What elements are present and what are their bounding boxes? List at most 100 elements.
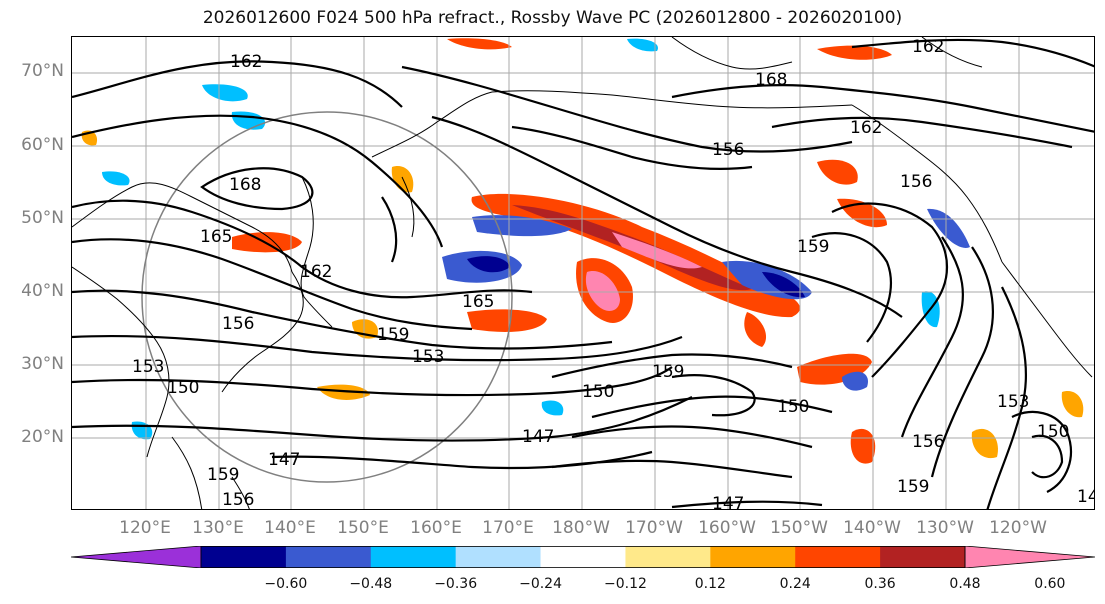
- contour-label: 165: [462, 292, 494, 312]
- contour-label: 168: [755, 70, 787, 90]
- anomaly-negative: [842, 371, 868, 391]
- lat-label-50n: 50°N: [21, 208, 64, 228]
- contour-label: 150: [582, 382, 614, 402]
- lat-label-20n: 20°N: [21, 427, 64, 447]
- colorbar-tick-label: 0.36: [864, 576, 896, 592]
- contour-label: 168: [229, 175, 261, 195]
- lat-label-40n: 40°N: [21, 281, 64, 301]
- anomaly-negative: [472, 215, 572, 237]
- contour-label: 150: [167, 378, 199, 398]
- contour-label: 162: [300, 262, 332, 282]
- colorbar-tick-label: −0.36: [434, 576, 478, 592]
- anomaly-negative: [231, 111, 266, 130]
- anomaly-positive: [447, 38, 512, 50]
- anomaly-positive: [744, 312, 767, 347]
- anomaly-positive: [817, 159, 858, 185]
- colorbar-cell: [540, 546, 626, 568]
- colorbar-cell: [625, 546, 711, 568]
- contour-label: 165: [200, 227, 232, 247]
- anomaly-negative: [762, 272, 805, 298]
- colorbar-cell: [455, 546, 542, 568]
- lon-label-130w: 130°W: [916, 518, 974, 538]
- contour-label: 156: [222, 490, 254, 510]
- contour-label: 162: [230, 52, 262, 72]
- anomaly-positive: [317, 384, 370, 400]
- anomaly-negative: [202, 84, 248, 102]
- anomaly-positive: [850, 428, 876, 464]
- lat-label-70n: 70°N: [21, 61, 64, 81]
- contour-label: 156: [712, 140, 744, 160]
- contour-label: 147: [522, 427, 554, 447]
- anomaly-positive: [612, 232, 702, 269]
- contour-label: 153: [997, 392, 1029, 412]
- anomaly-negative: [541, 400, 564, 416]
- anomaly-negative: [627, 38, 658, 52]
- colorbar-tick-label: 0.48: [949, 576, 981, 592]
- shading-layer: [81, 38, 1084, 464]
- colorbar-tick-label: 0.24: [779, 576, 811, 592]
- contour-label: 150: [777, 397, 809, 417]
- contour-label: 162: [912, 37, 944, 57]
- contour-label: 153: [412, 347, 444, 367]
- contour-label: 153: [132, 357, 164, 377]
- anomaly-positive: [585, 271, 620, 311]
- contour-label: 147: [712, 494, 744, 510]
- colorbar-cell: [285, 546, 372, 568]
- colorbar: [71, 546, 1095, 568]
- lon-label-160e: 160°E: [410, 518, 462, 538]
- lon-label-130e: 130°E: [192, 518, 244, 538]
- lon-label-170e: 170°E: [482, 518, 534, 538]
- contour-label: 147: [1077, 487, 1095, 507]
- contour-label: 156: [912, 432, 944, 452]
- lon-label-140e: 140°E: [264, 518, 316, 538]
- lat-label-30n: 30°N: [21, 354, 64, 374]
- contour-label: 150: [1037, 422, 1069, 442]
- colorbar-cell: [795, 546, 881, 568]
- contour-label: 159: [377, 325, 409, 345]
- colorbar-cells: [71, 546, 1095, 568]
- colorbar-cell: [880, 546, 966, 568]
- colorbar-tick-label: −0.12: [603, 576, 647, 592]
- contour-label: 159: [652, 362, 684, 382]
- anomaly-negative: [131, 421, 153, 440]
- contour-label: 147: [268, 450, 300, 470]
- colorbar-tick-label: 0.12: [694, 576, 726, 592]
- lon-label-150e: 150°E: [337, 518, 389, 538]
- anomaly-positive: [467, 309, 547, 332]
- map-canvas: 162 168 165 162 156 159 153 153 150 147 …: [72, 37, 1095, 510]
- anomaly-negative: [102, 171, 130, 186]
- anomaly-negative: [467, 256, 510, 273]
- colorbar-cell: [201, 546, 287, 568]
- coastlines: [72, 37, 1093, 509]
- contour-label: 159: [897, 477, 929, 497]
- contour-label: 156: [222, 314, 254, 334]
- lon-label-170w: 170°W: [625, 518, 683, 538]
- lon-label-150w: 150°W: [770, 518, 828, 538]
- lon-label-120e: 120°E: [119, 518, 171, 538]
- map-panel: 162 168 165 162 156 159 153 153 150 147 …: [71, 36, 1095, 510]
- contour-label: 159: [207, 465, 239, 485]
- anomaly-positive: [471, 193, 801, 318]
- colorbar-cell: [370, 546, 457, 568]
- anomaly-positive: [1061, 391, 1084, 418]
- contour-label: 162: [850, 118, 882, 138]
- map-title: 2026012600 F024 500 hPa refract., Rossby…: [202, 8, 903, 28]
- colorbar-extend-high: [964, 546, 1095, 568]
- colorbar-tick-label: 0.60: [1034, 576, 1066, 592]
- height-contours: [72, 38, 1094, 509]
- contour-label: 156: [900, 172, 932, 192]
- colorbar-frame: [200, 546, 966, 568]
- colorbar-tick-label: −0.48: [349, 576, 393, 592]
- anomaly-positive: [971, 428, 998, 459]
- lon-label-140w: 140°W: [843, 518, 901, 538]
- reference-circle: [141, 111, 513, 483]
- lon-label-180w: 180°W: [552, 518, 610, 538]
- colorbar-tick-label: −0.24: [519, 576, 562, 592]
- lon-label-160w: 160°W: [698, 518, 756, 538]
- contour-label-group: 162 168 165 162 156 159 153 153 150 147 …: [132, 37, 1095, 510]
- colorbar-cell: [710, 546, 796, 568]
- lat-label-60n: 60°N: [21, 135, 64, 155]
- colorbar-extend-low: [71, 546, 202, 568]
- lon-label-120w: 120°W: [989, 518, 1047, 538]
- colorbar-tick-label: −0.60: [264, 576, 308, 592]
